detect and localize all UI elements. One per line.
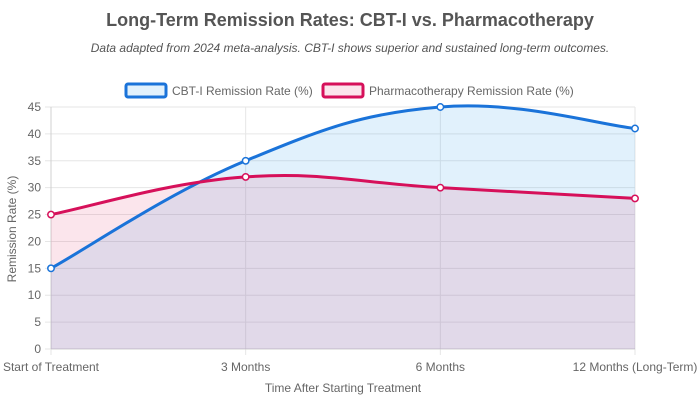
y-tick-label: 15 [28, 261, 42, 275]
series-areas [51, 105, 635, 349]
legend-swatch-pharma[interactable] [321, 82, 365, 99]
x-axis-label: Time After Starting Treatment [265, 381, 422, 395]
y-tick-label: 10 [28, 288, 42, 302]
line-cbti [49, 104, 637, 270]
point-cbti-0[interactable] [47, 264, 55, 273]
data-points [47, 103, 639, 273]
y-axis-ticks: 0 5 10 15 20 25 30 35 40 45 [28, 100, 42, 356]
y-tick-label: 35 [28, 154, 42, 168]
area-cbti [51, 105, 635, 349]
x-tick-label: Start of Treatment [3, 360, 100, 374]
series-lines [49, 104, 637, 270]
point-pharma-0[interactable] [47, 210, 55, 219]
legend: CBT-I Remission Rate (%) Pharmacotherapy … [124, 82, 574, 99]
legend-swatch-cbti[interactable] [124, 82, 168, 99]
legend-label-cbti[interactable]: CBT-I Remission Rate (%) [172, 84, 313, 98]
y-tick-label: 40 [28, 127, 42, 141]
y-tick-label: 0 [34, 342, 41, 356]
y-tick-label: 20 [28, 234, 42, 248]
x-tick-label: 6 Months [416, 360, 465, 374]
point-pharma-3[interactable] [631, 194, 639, 203]
point-cbti-1[interactable] [241, 156, 250, 165]
y-tick-label: 5 [34, 315, 41, 329]
x-tick-label: 12 Months (Long-Term) [573, 360, 698, 374]
y-axis-label: Remission Rate (%) [5, 176, 19, 283]
y-tick-label: 45 [28, 100, 42, 114]
point-pharma-2[interactable] [436, 183, 445, 192]
y-tick-label: 25 [28, 208, 42, 222]
x-axis-ticks: Start of Treatment 3 Months 6 Months 12 Mon… [3, 360, 697, 374]
point-cbti-2[interactable] [436, 103, 445, 111]
point-cbti-3[interactable] [631, 124, 639, 133]
y-tick-label: 30 [28, 181, 42, 195]
chart-subtitle: Data adapted from 2024 meta-analysis. CB… [91, 41, 609, 55]
point-pharma-1[interactable] [241, 172, 250, 181]
area-pharma [51, 175, 635, 349]
legend-label-pharma[interactable]: Pharmacotherapy Remission Rate (%) [369, 84, 574, 98]
line-pharma [49, 174, 637, 217]
chart-title: Long-Term Remission Rates: CBT-I vs. Pha… [106, 10, 594, 30]
x-tick-label: 3 Months [221, 360, 270, 374]
